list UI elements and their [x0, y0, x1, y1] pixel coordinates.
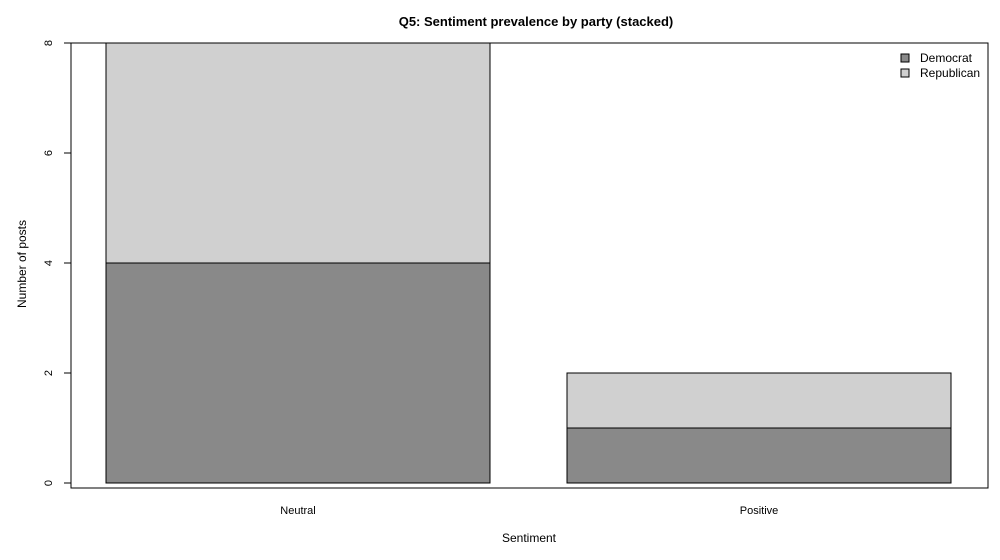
legend-label-republican: Republican [920, 66, 980, 80]
x-tick-labels: Neutral Positive [280, 505, 778, 517]
y-tick-label: 4 [43, 260, 55, 266]
y-axis-label: Number of posts [15, 220, 29, 308]
y-axis: 0 2 4 6 8 [43, 40, 72, 486]
bar-republican-positive [566, 372, 952, 429]
x-tick-label-neutral: Neutral [280, 505, 315, 517]
y-tick-label: 6 [43, 150, 55, 156]
x-tick-label-positive: Positive [740, 505, 779, 517]
legend-label-democrat: Democrat [920, 51, 973, 65]
y-tick-label: 0 [43, 480, 55, 486]
y-tick-label: 2 [43, 370, 55, 376]
bars [105, 42, 952, 484]
bar-democrat-neutral [105, 262, 491, 484]
bar-democrat-positive [566, 427, 952, 484]
y-tick-label: 8 [43, 40, 55, 46]
bar-republican-neutral [105, 42, 491, 264]
legend-swatch-democrat [900, 53, 910, 63]
x-axis-label: Sentiment [502, 531, 557, 545]
chart-title: Q5: Sentiment prevalence by party (stack… [399, 14, 674, 29]
legend-swatch-republican [900, 68, 910, 78]
